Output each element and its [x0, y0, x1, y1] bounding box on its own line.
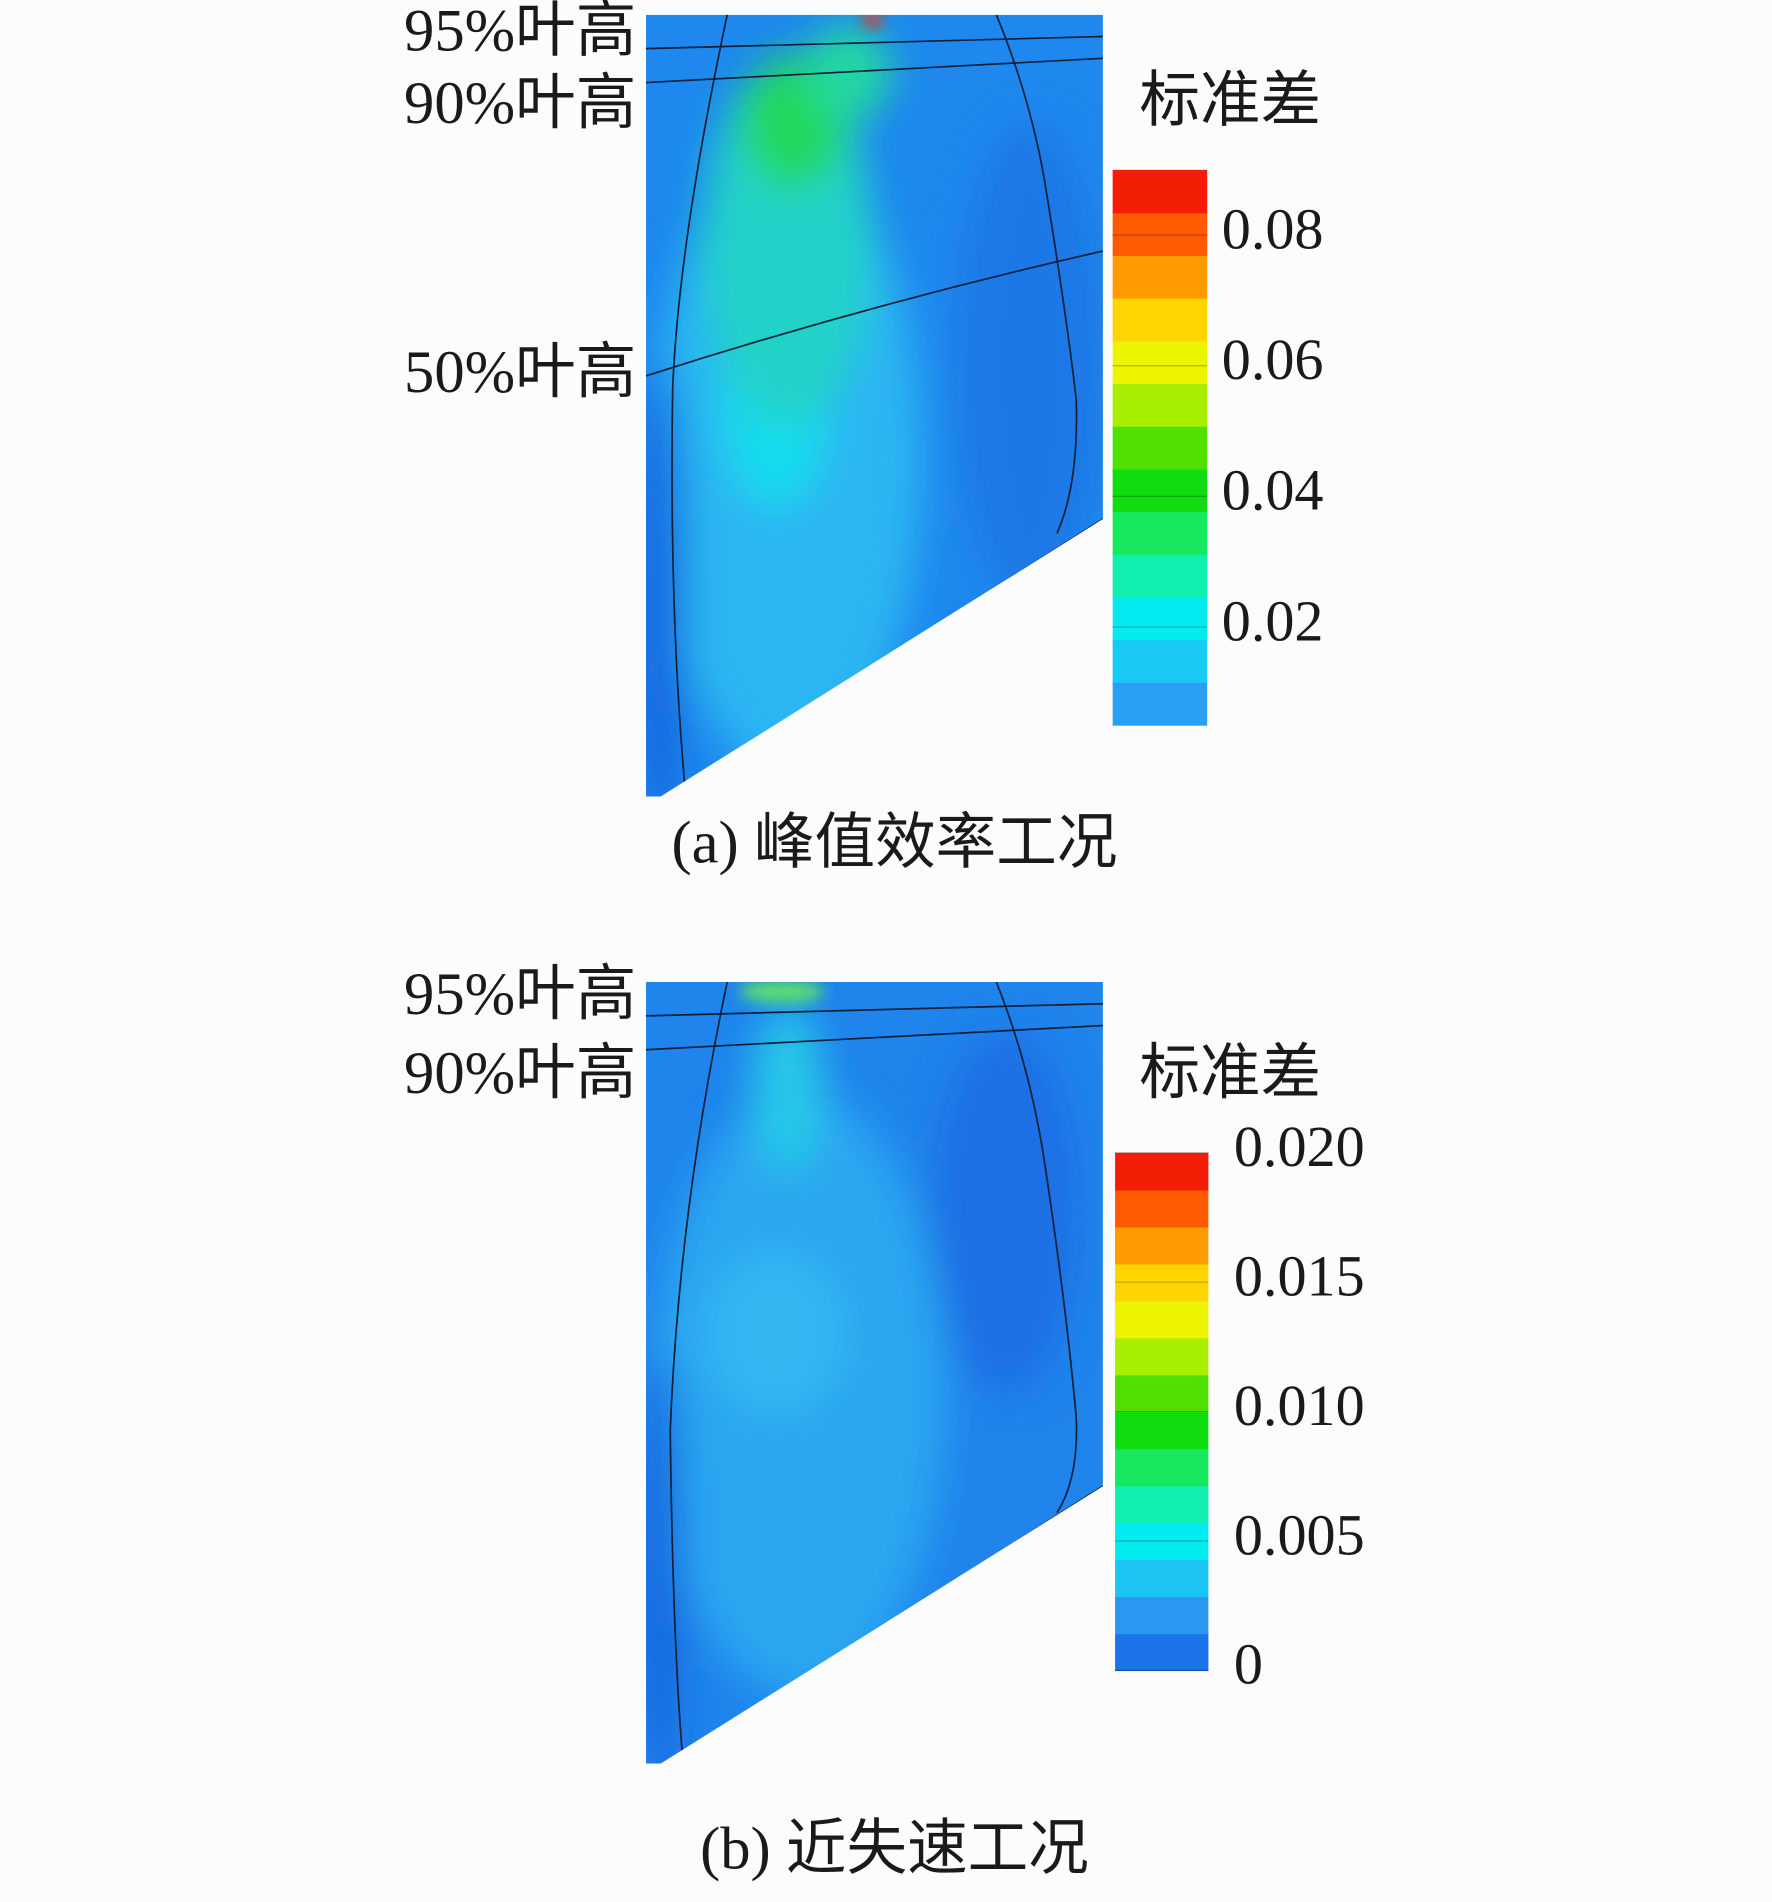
colorbar-band — [1112, 468, 1208, 513]
colorbar-band — [1115, 1596, 1209, 1635]
colorbar-tick-label: 0.02 — [1222, 588, 1324, 653]
colorbar-band — [1115, 1522, 1209, 1561]
colorbar-band — [1112, 212, 1208, 256]
colorbar-band — [1115, 1448, 1209, 1487]
caption: (b) 近失速工况 — [700, 1815, 1089, 1882]
colorbar-band — [1112, 340, 1208, 385]
colorbar-band — [1115, 1152, 1209, 1191]
colorbar-band — [1115, 1559, 1209, 1598]
colorbar-band — [1112, 682, 1208, 726]
caption: (a) 峰值效率工况 — [671, 809, 1117, 876]
colorbar-band — [1115, 1411, 1209, 1450]
contour-field — [646, 14, 1103, 797]
span-label: 90%叶高 — [404, 1040, 636, 1107]
colorbar-band — [1115, 1189, 1209, 1228]
colorbar-band — [1115, 1374, 1209, 1413]
colorbar-band — [1115, 1485, 1209, 1524]
colorbar-tick-label: 0 — [1234, 1632, 1263, 1697]
colorbar-tick-label: 0.08 — [1222, 196, 1324, 261]
colorbar-band — [1112, 169, 1208, 214]
colorbar-tick-label: 0.005 — [1234, 1502, 1365, 1567]
colorbar-band — [1115, 1226, 1209, 1265]
colorbar-band — [1112, 383, 1208, 427]
colorbar-band — [1112, 554, 1208, 598]
colorbar-tick-label: 0.020 — [1234, 1114, 1365, 1179]
colorbar-band — [1115, 1263, 1209, 1302]
span-label: 95%叶高 — [404, 961, 636, 1028]
colorbar-band — [1115, 1337, 1209, 1376]
colorbar-band — [1112, 426, 1208, 470]
colorbar-band — [1115, 1300, 1209, 1339]
span-label: 90%叶高 — [404, 70, 636, 137]
colorbar-title: 标准差 — [1139, 68, 1321, 135]
colorbar-tick-label: 0.010 — [1234, 1373, 1365, 1438]
colorbar-band — [1112, 297, 1208, 342]
colorbar-band — [1115, 1633, 1209, 1672]
colorbar-title: 标准差 — [1139, 1040, 1321, 1107]
colorbar-band — [1112, 255, 1208, 299]
contour-field — [646, 981, 1103, 1764]
colorbar-tick-label: 0.06 — [1222, 327, 1324, 392]
colorbar-tick-label: 0.04 — [1222, 458, 1324, 523]
colorbar-band — [1112, 639, 1208, 683]
colorbar-band — [1112, 511, 1208, 555]
span-label: 50%叶高 — [404, 339, 636, 406]
colorbar-band — [1112, 596, 1208, 641]
colorbar-tick-label: 0.015 — [1234, 1244, 1365, 1309]
span-label: 95%叶高 — [404, 0, 636, 64]
